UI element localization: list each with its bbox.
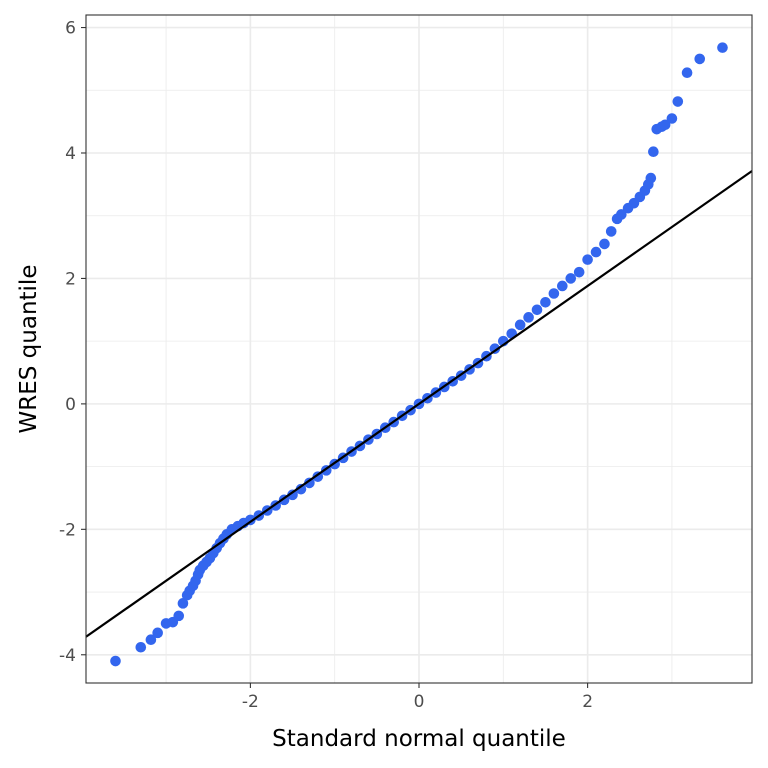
- reference-line: [85, 170, 753, 638]
- data-point: [694, 53, 706, 65]
- y-axis-title: WRES quantile: [16, 265, 42, 434]
- data-point: [565, 273, 577, 284]
- data-point: [152, 627, 163, 639]
- data-point: [295, 483, 307, 495]
- data-point: [672, 96, 684, 107]
- data-point: [648, 146, 659, 158]
- data-point: [304, 477, 315, 489]
- y-tick-label: 6: [65, 19, 76, 39]
- data-point: [666, 113, 678, 124]
- x-tick-label: -2: [242, 692, 259, 712]
- data-point: [514, 319, 526, 331]
- data-point: [605, 226, 617, 237]
- y-tick-label: 2: [65, 269, 76, 289]
- x-tick-label: 0: [414, 692, 425, 712]
- y-tick-label: 0: [65, 395, 76, 415]
- data-points: [110, 42, 728, 667]
- data-point: [599, 238, 610, 250]
- data-point: [557, 280, 568, 292]
- y-tick-label: -4: [59, 646, 76, 666]
- data-point: [582, 254, 593, 265]
- data-point: [145, 634, 157, 646]
- data-point: [616, 209, 627, 220]
- data-point: [548, 288, 560, 299]
- data-point: [523, 312, 534, 323]
- x-axis-title: Standard normal quantile: [272, 726, 566, 752]
- y-axis-ticks: -4 -2 0 2 4 6: [59, 19, 86, 666]
- data-point: [531, 304, 543, 316]
- x-tick-label: 2: [582, 692, 593, 712]
- data-point: [645, 172, 657, 184]
- data-point: [177, 598, 189, 609]
- data-point: [173, 610, 185, 622]
- data-point: [110, 655, 121, 667]
- data-point: [573, 266, 585, 278]
- data-point: [287, 489, 298, 501]
- x-axis-ticks: -2 0 2: [242, 683, 593, 712]
- data-point: [717, 42, 728, 53]
- y-tick-label: -2: [59, 520, 76, 540]
- data-point: [590, 246, 602, 258]
- data-point: [540, 296, 551, 308]
- data-point: [681, 67, 693, 79]
- data-point: [659, 119, 671, 131]
- y-tick-label: 4: [65, 144, 76, 164]
- data-point: [135, 641, 147, 653]
